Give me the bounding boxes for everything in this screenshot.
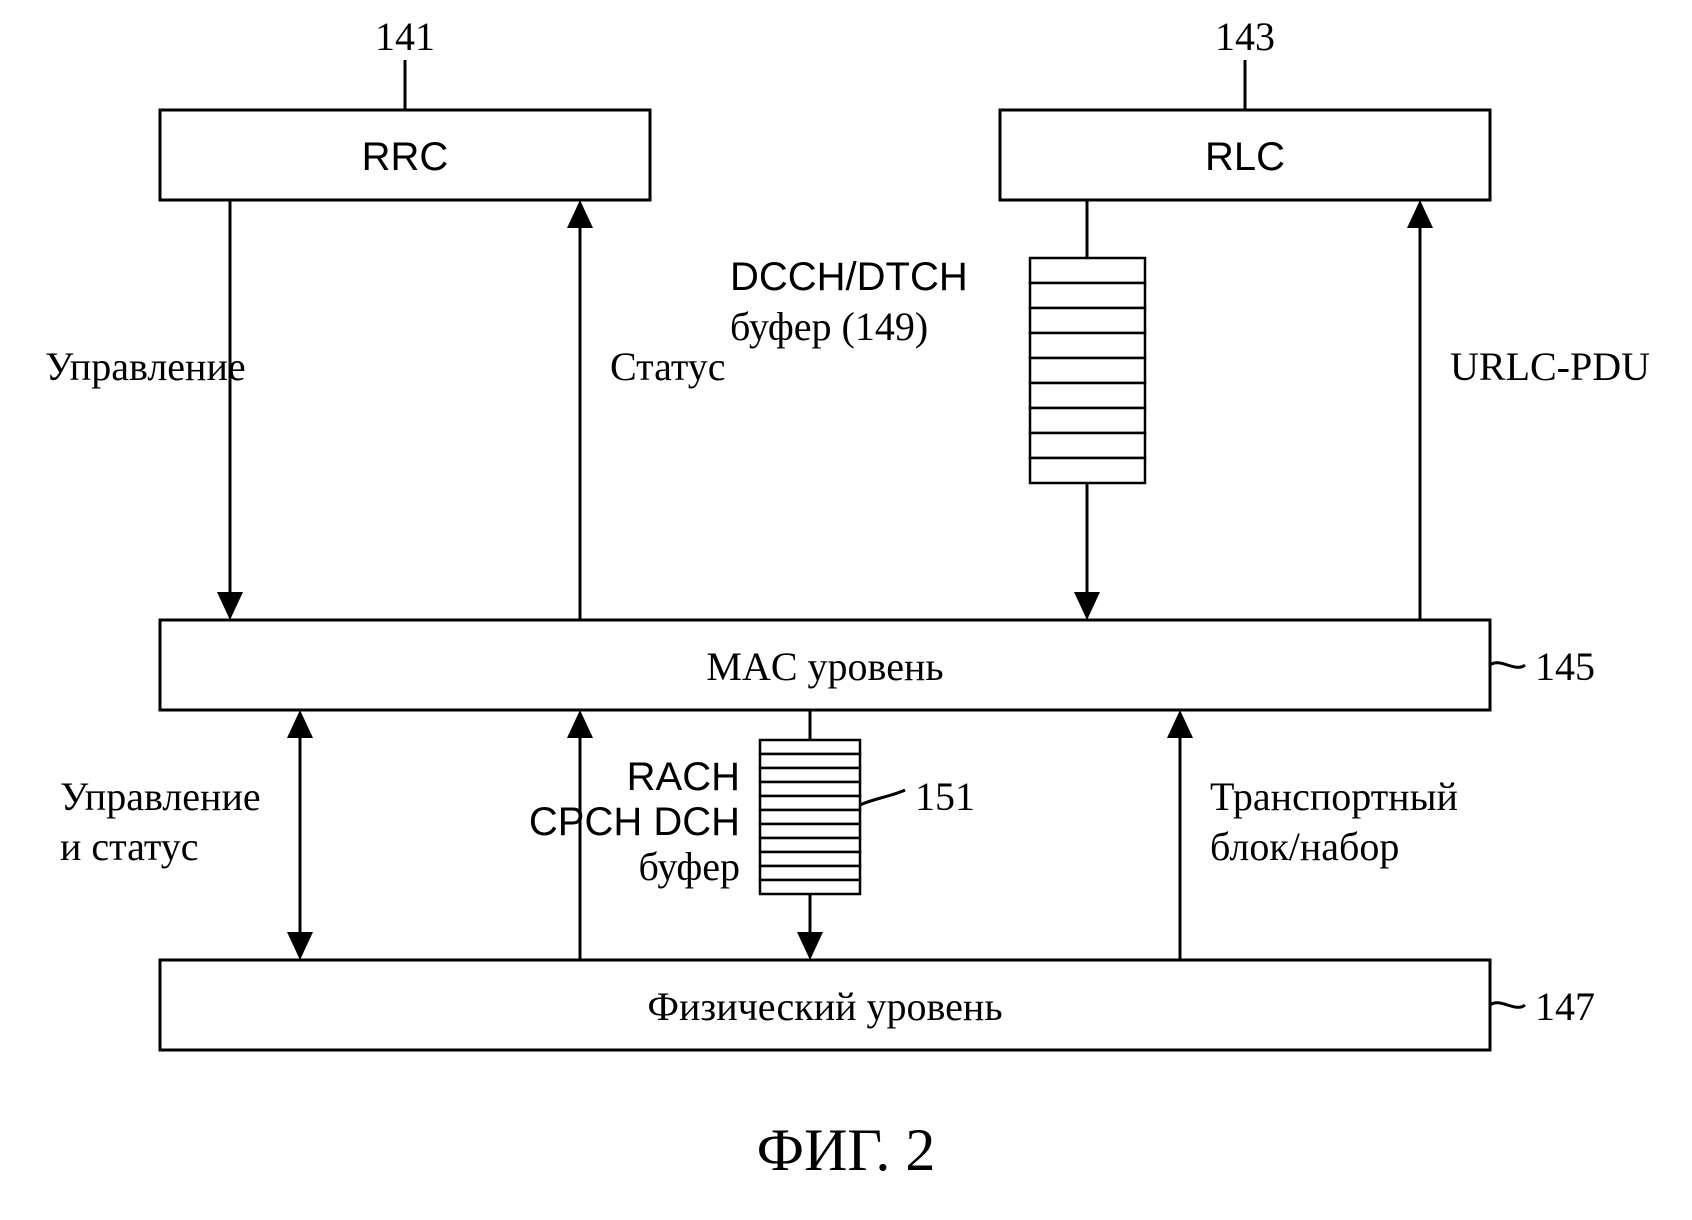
buffer-row — [760, 768, 860, 782]
rlc-up-head-end — [1407, 200, 1433, 228]
buffer-151-leader — [860, 790, 905, 805]
diagram-root: 141 143 RRC RLC MAC уровень Физический у… — [0, 0, 1692, 1220]
ref-buffer-bottom: 151 — [915, 774, 975, 819]
figure-title: ФИГ. 2 — [757, 1117, 936, 1183]
buffer-row — [1030, 258, 1145, 283]
buffer-row — [760, 796, 860, 810]
rach-cpch-dch-buffer-icon — [760, 740, 860, 894]
rrc-up-head-end — [567, 200, 593, 228]
buffer-row — [1030, 308, 1145, 333]
buffer-row — [760, 810, 860, 824]
buffer-row — [1030, 358, 1145, 383]
buffer-row — [1030, 458, 1145, 483]
mac-label: MAC уровень — [706, 644, 943, 689]
label-dcch-dtch-2: буфер (149) — [730, 304, 928, 349]
label-urlc-pdu: URLC-PDU — [1450, 344, 1650, 389]
label-dcch-dtch-1: DCCH/DTCH — [730, 255, 968, 299]
buffer-row — [760, 880, 860, 894]
buffer-row — [760, 866, 860, 880]
ref-rrc: 141 — [375, 14, 435, 59]
label-control: Управление — [45, 344, 246, 389]
buffer-row — [1030, 333, 1145, 358]
label-rach-2: CPCH DCH — [529, 800, 740, 844]
buffer-row — [1030, 383, 1145, 408]
leader-lines — [405, 60, 1245, 110]
buffer-row — [760, 824, 860, 838]
tb-up-head-end — [1167, 710, 1193, 738]
side-ticks — [1490, 663, 1525, 1008]
buf-down-head-end — [1074, 592, 1100, 620]
ctrl-updown-head-end — [287, 932, 313, 960]
buffer-row — [760, 838, 860, 852]
buffer-row — [1030, 283, 1145, 308]
label-rach-1: RACH — [627, 755, 740, 799]
ctrl-updown-head-start — [287, 710, 313, 738]
dcch-dtch-buffer-icon — [1030, 258, 1145, 483]
buffer-row — [1030, 408, 1145, 433]
phy-label: Физический уровень — [647, 984, 1002, 1029]
rlc-label: RLC — [1205, 135, 1285, 179]
buf2-down-head-end — [797, 932, 823, 960]
ref-rlc: 143 — [1215, 14, 1275, 59]
rrc-down-head-end — [217, 592, 243, 620]
buffer-row — [1030, 433, 1145, 458]
buffer-row — [760, 740, 860, 754]
label-ctrlstat-2: и статус — [60, 824, 199, 869]
buffer-row — [760, 754, 860, 768]
label-ctrlstat-1: Управление — [60, 774, 261, 819]
rrc-label: RRC — [362, 135, 449, 179]
label-transport-2: блок/набор — [1210, 824, 1399, 869]
mac-tick — [1490, 663, 1525, 668]
label-rach-3: буфер — [638, 844, 740, 889]
buffer-row — [760, 852, 860, 866]
rach-up-head-end — [567, 710, 593, 738]
ref-phy: 147 — [1535, 984, 1595, 1029]
buffer-row — [760, 782, 860, 796]
ref-mac: 145 — [1535, 644, 1595, 689]
label-status: Статус — [610, 344, 726, 389]
phy-tick — [1490, 1003, 1525, 1008]
label-transport-1: Транспортный — [1210, 774, 1458, 819]
